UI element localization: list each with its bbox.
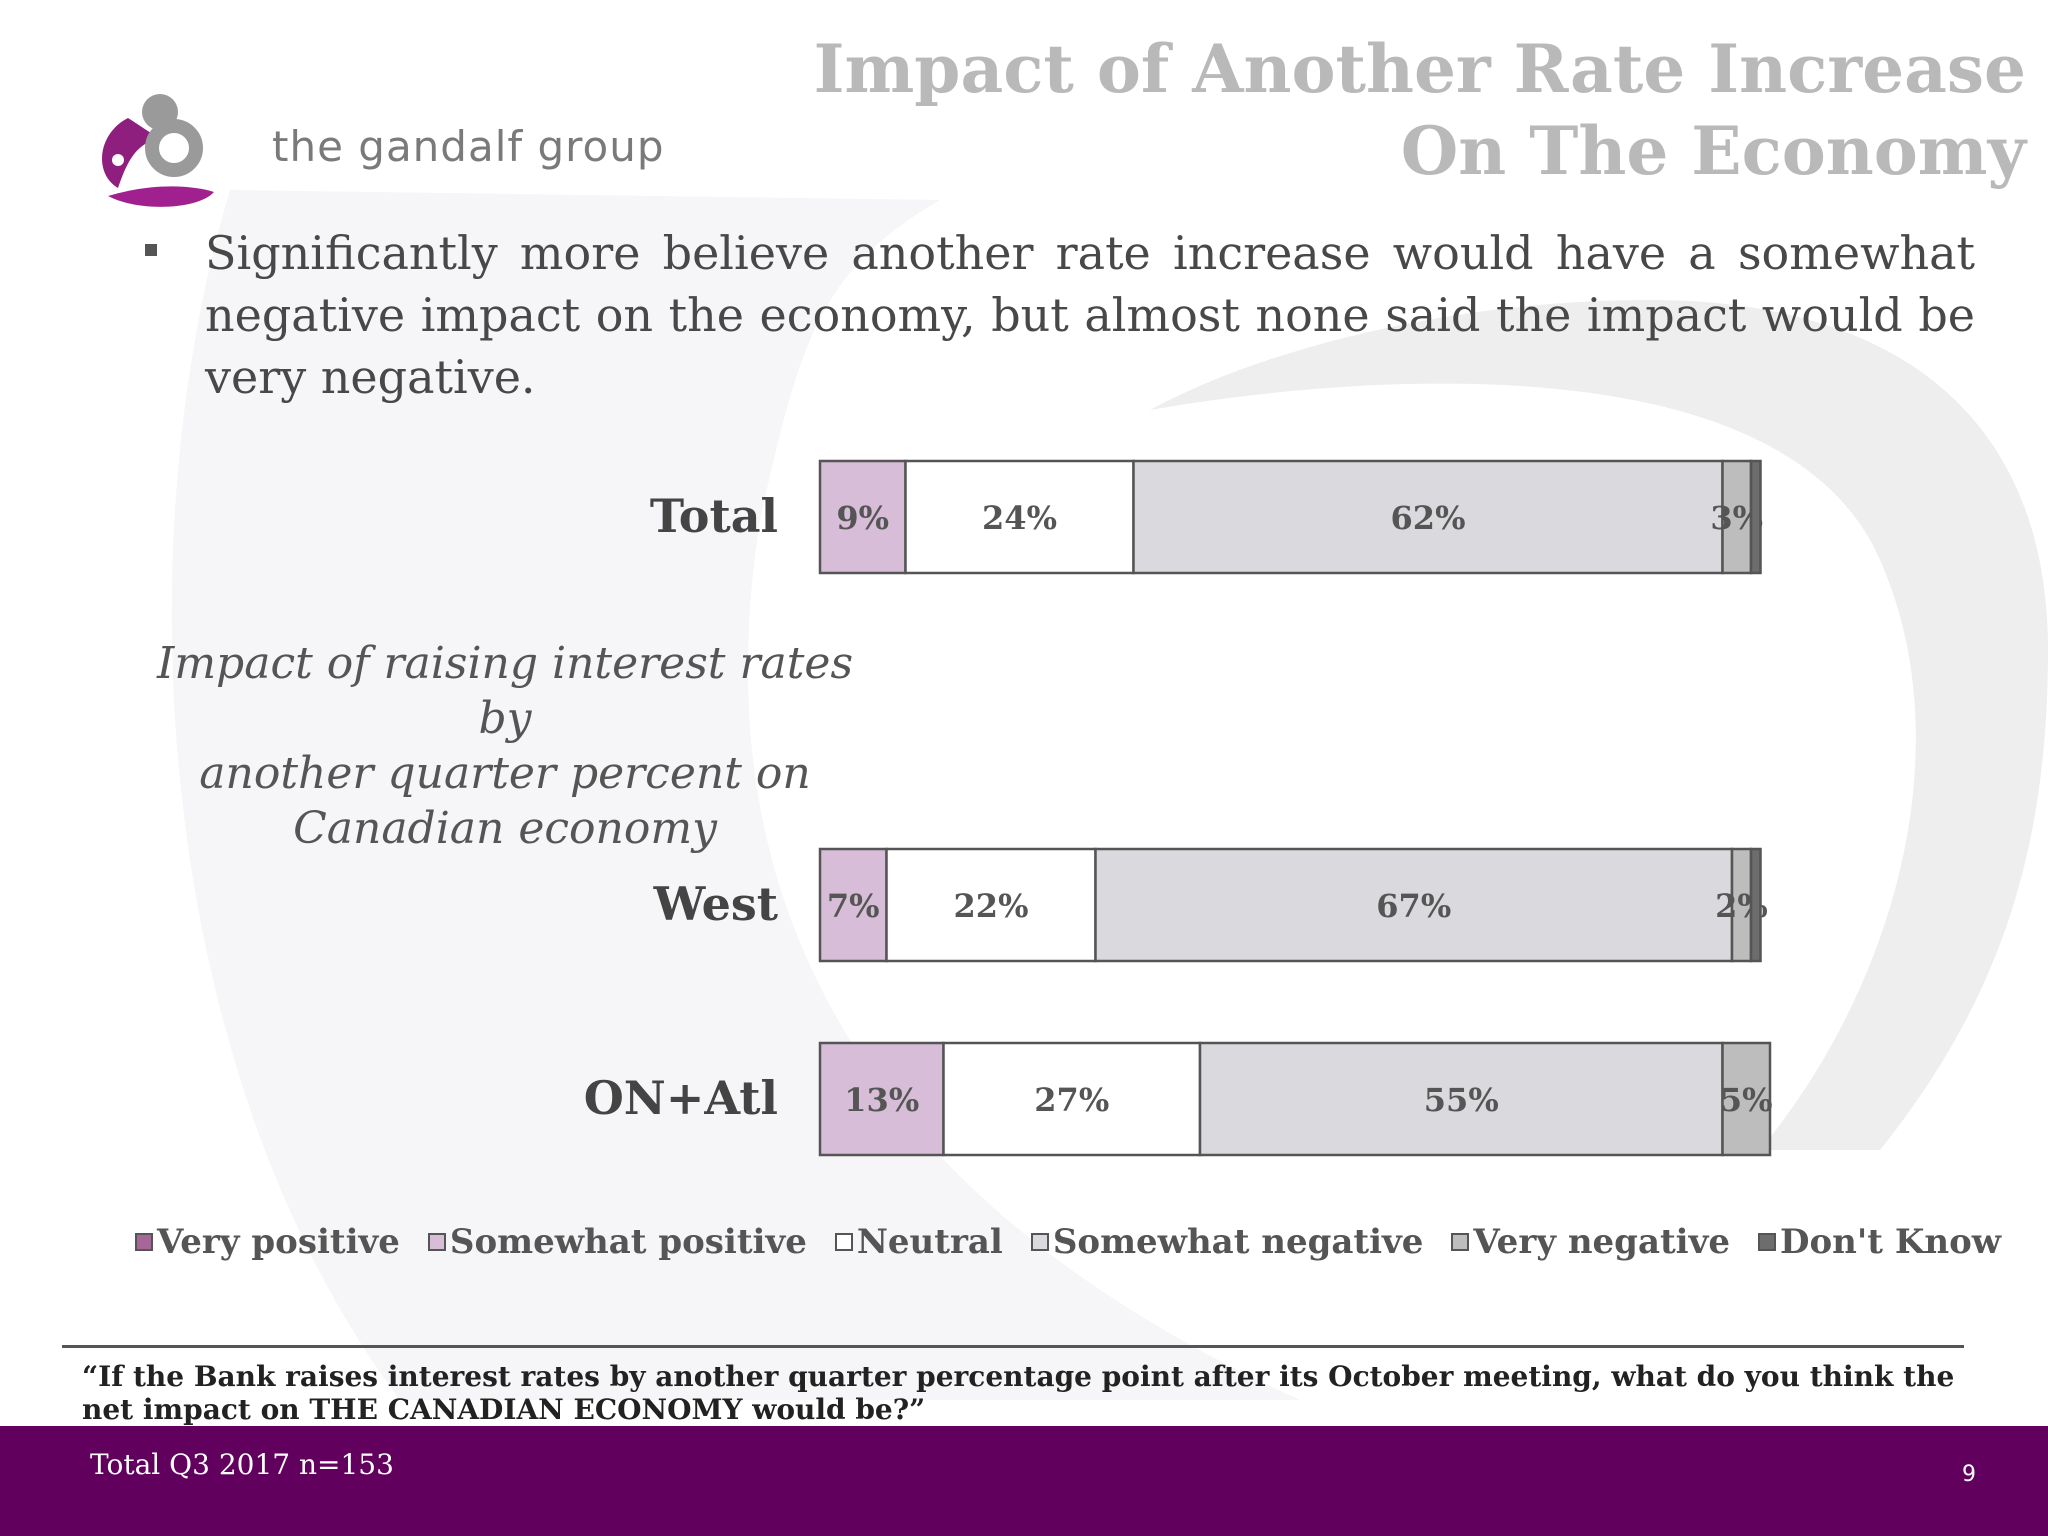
legend-swatch: [1451, 1233, 1470, 1251]
legend-swatch: [427, 1233, 446, 1251]
legend-label: Somewhat negative: [1052, 1222, 1424, 1262]
chart-subtitle-line-3: Canadian economy: [293, 803, 717, 854]
legend-item: Very positive: [135, 1222, 400, 1262]
legend-swatch: [834, 1233, 853, 1251]
data-label: 9%: [836, 499, 889, 537]
data-label: 27%: [1034, 1081, 1109, 1119]
data-label: 22%: [954, 887, 1029, 925]
bar-segment-neutral: [942, 1041, 1202, 1157]
legend-label: Don't Know: [1779, 1222, 2002, 1262]
page-title: Impact of Another Rate Increase On The E…: [814, 28, 2026, 192]
bar-segment-somewhat-negative: [1094, 847, 1734, 963]
page-number: 9: [1962, 1462, 1976, 1487]
legend-item: Somewhat positive: [427, 1222, 807, 1262]
data-label: 7%: [827, 887, 880, 925]
data-label: 62%: [1391, 499, 1466, 537]
legend-label: Neutral: [856, 1222, 1003, 1262]
title-line-2: On The Economy: [1400, 112, 2026, 190]
legend-item: Don't Know: [1757, 1222, 2002, 1262]
bar-segment-somewhat-positive: [818, 1041, 945, 1157]
data-label: 13%: [844, 1081, 919, 1119]
legend-item: Neutral: [834, 1222, 1003, 1262]
chart-subtitle-line-1: Impact of raising interest rates by: [156, 638, 854, 744]
bar-segment-neutral: [885, 847, 1097, 963]
chart-subtitle: Impact of raising interest rates by anot…: [140, 636, 870, 856]
bar-segment-don-t-know: [1749, 847, 1762, 963]
legend-label: Very negative: [1473, 1222, 1730, 1262]
bar-segment-somewhat-negative: [1198, 1041, 1724, 1157]
legend-swatch: [1757, 1233, 1776, 1251]
data-label: 5%: [1720, 1081, 1773, 1119]
title-line-1: Impact of Another Rate Increase: [813, 30, 2026, 108]
legend-swatch: [135, 1233, 153, 1251]
bullet-marker: [145, 244, 157, 256]
divider-line: [62, 1345, 1964, 1348]
bar-segment-very-negative: [1721, 1041, 1772, 1157]
chart-subtitle-line-2: another quarter percent on: [199, 748, 811, 799]
bar-segment-neutral: [904, 459, 1135, 575]
bar-segment-somewhat-negative: [1132, 459, 1724, 575]
legend-item: Very negative: [1451, 1222, 1730, 1262]
sample-note: Total Q3 2017 n=153: [90, 1448, 394, 1481]
legend-label: Somewhat positive: [449, 1222, 807, 1262]
category-label: West: [653, 877, 779, 931]
legend-swatch: [1030, 1233, 1049, 1251]
gandalf-group-logo: [101, 94, 214, 207]
legend-label: Very positive: [157, 1222, 400, 1262]
chart-legend: Very positive Somewhat positive Neutral Som…: [135, 1222, 2001, 1262]
data-label: 67%: [1376, 887, 1451, 925]
footer-bar: Total Q3 2017 n=153 9: [0, 1426, 2048, 1536]
data-label: 55%: [1424, 1081, 1499, 1119]
legend-item: Somewhat negative: [1030, 1222, 1424, 1262]
key-finding-text: Significantly more believe another rate …: [205, 226, 1975, 404]
bar-segment-somewhat-positive: [818, 847, 888, 963]
survey-question: “If the Bank raises interest rates by an…: [82, 1360, 1955, 1426]
bar-segment-very-negative: [1721, 459, 1753, 575]
data-label: 24%: [982, 499, 1057, 537]
bar-segment-don-t-know: [1749, 459, 1762, 575]
category-label: Total: [650, 489, 778, 543]
category-label: ON+Atl: [584, 1071, 778, 1125]
key-finding: Significantly more believe another rate …: [145, 222, 1975, 408]
logo-text: the gandalf group: [272, 122, 665, 171]
